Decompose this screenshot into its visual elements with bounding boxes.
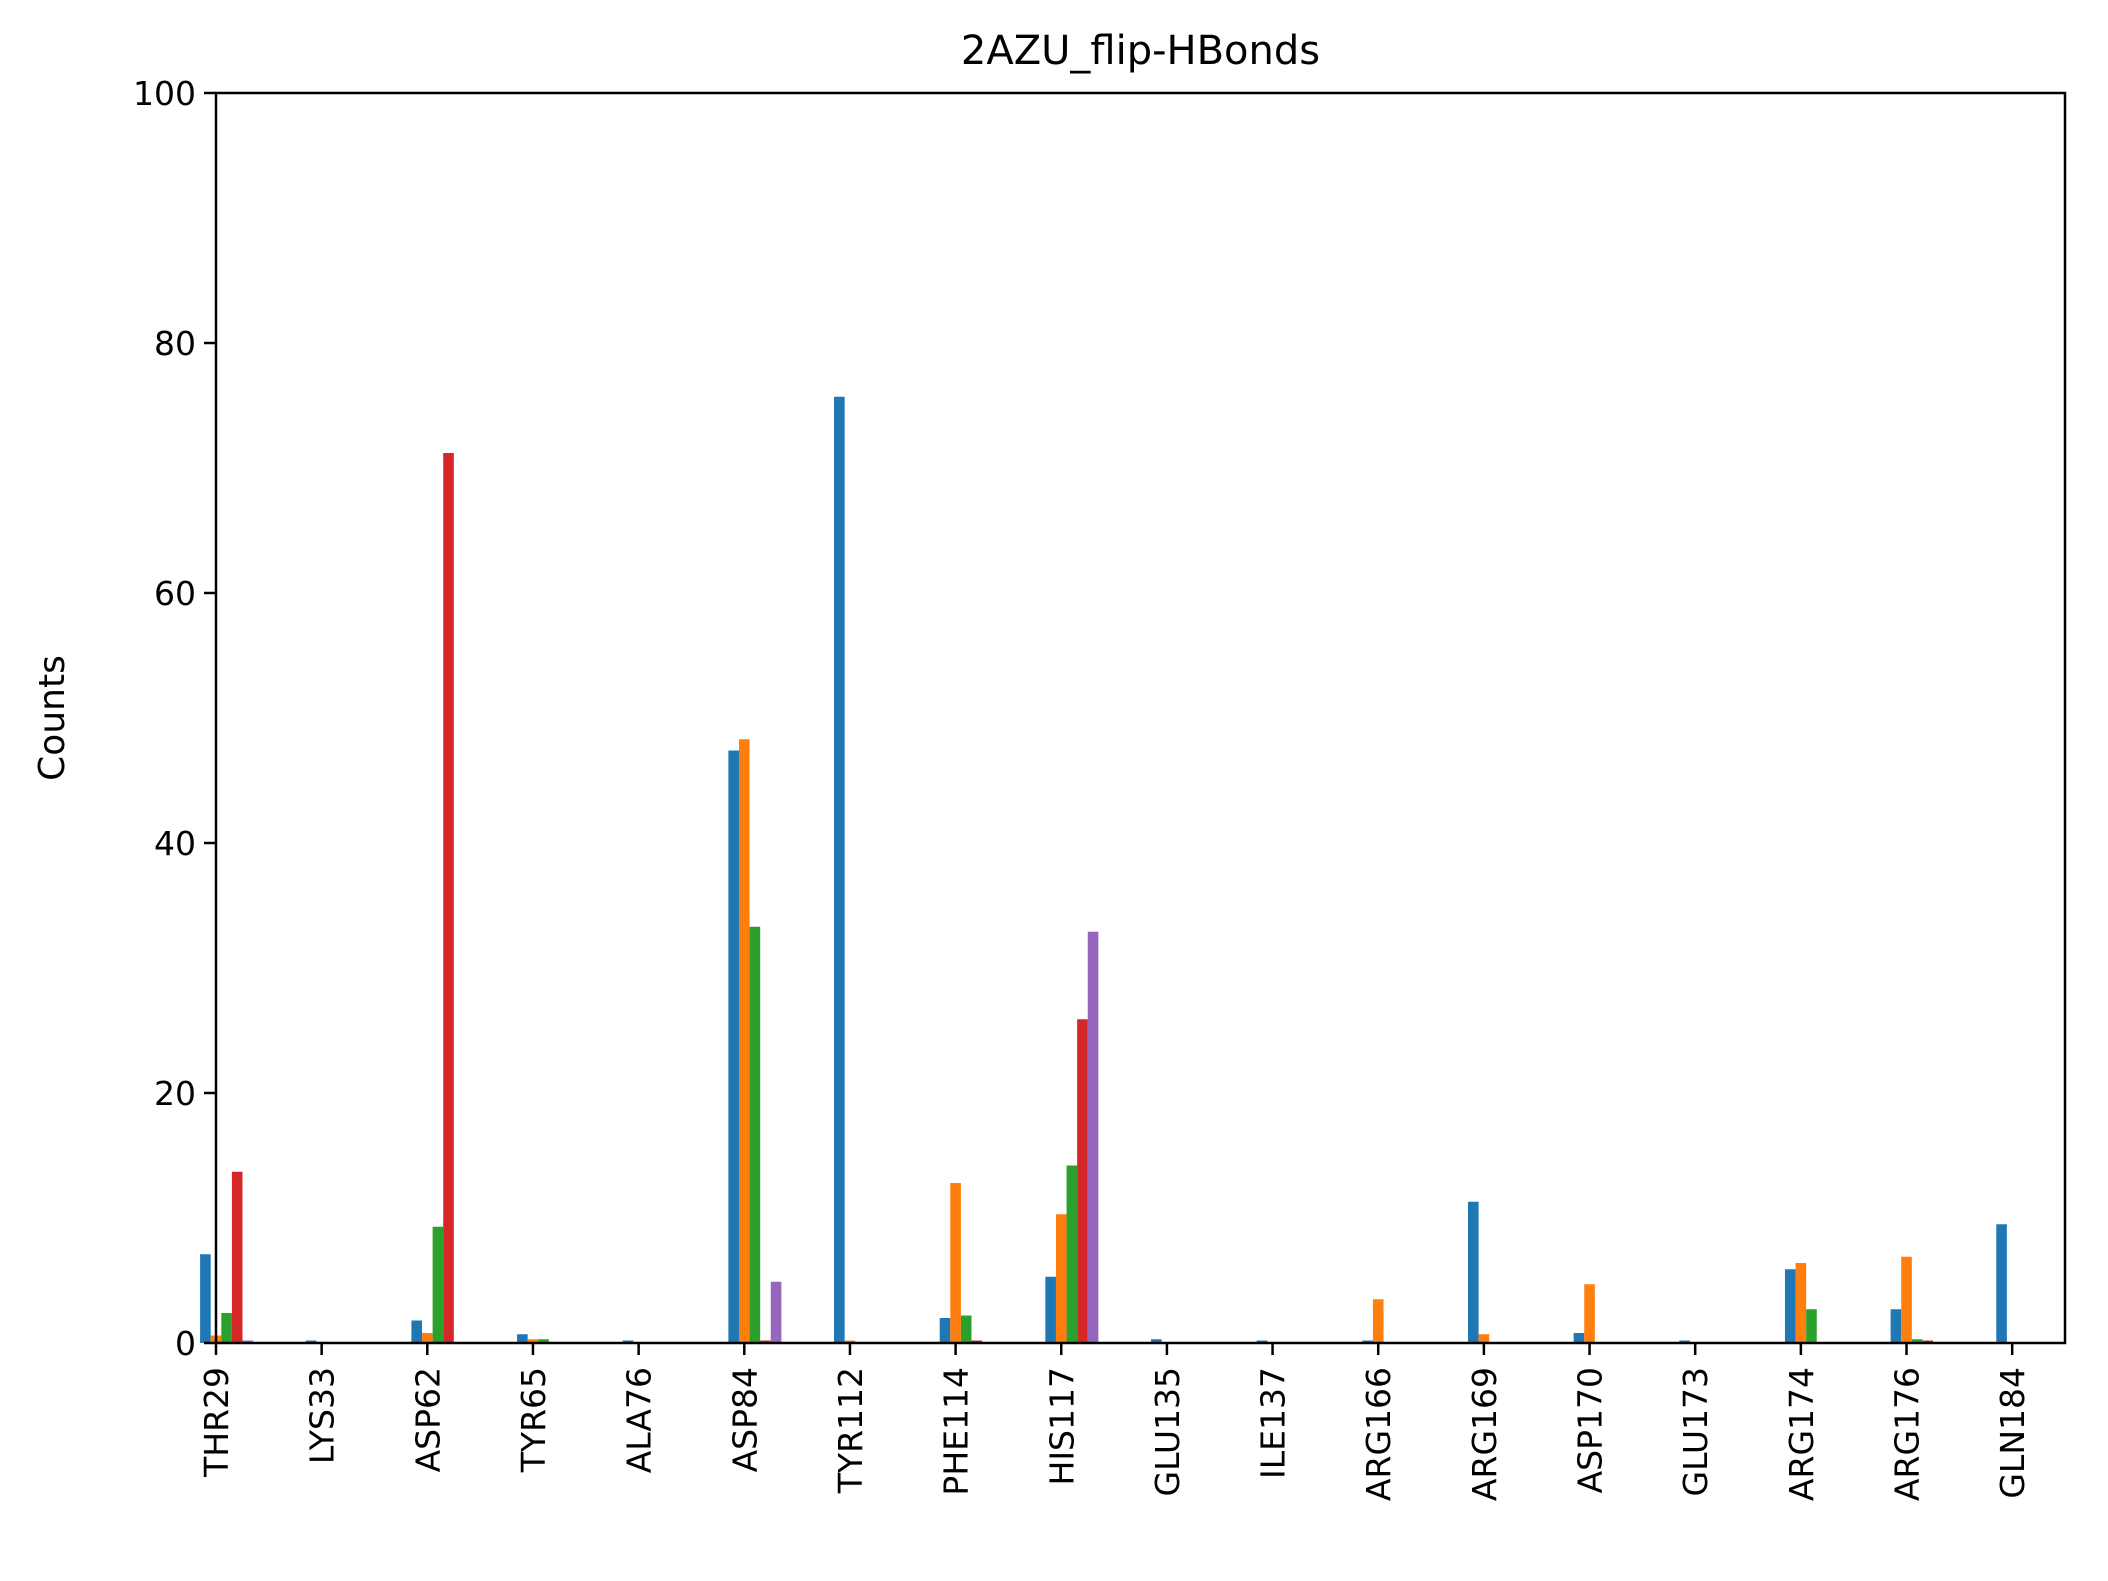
x-tick-label-lys33: LYS33	[303, 1367, 342, 1464]
y-tick-label: 60	[154, 574, 196, 613]
bar-arg176-series-3	[1911, 1339, 1923, 1343]
x-tick-label-arg176: ARG176	[1888, 1367, 1927, 1501]
bar-asp84-series-3	[749, 926, 761, 1343]
bar-his117-series-4	[1077, 1019, 1088, 1343]
bar-asp62-series-2	[422, 1333, 433, 1343]
bar-arg166-series-2	[1372, 1299, 1384, 1343]
bar-arg176-series-1	[1890, 1309, 1902, 1343]
y-tick-label: 100	[133, 74, 196, 113]
bar-phe114-series-3	[960, 1315, 972, 1343]
x-tick-label-asp84: ASP84	[725, 1367, 764, 1472]
x-tick-label-his117: HIS117	[1042, 1367, 1081, 1485]
x-tick-label-arg169: ARG169	[1465, 1367, 1504, 1501]
x-tick-label-asp170: ASP170	[1571, 1367, 1610, 1493]
bar-arg174-series-2	[1795, 1263, 1807, 1343]
bar-asp62-series-3	[432, 1226, 444, 1343]
bar-asp62-series-4	[443, 453, 454, 1343]
bar-asp84-series-5	[770, 1281, 782, 1343]
plot-frame	[214, 91, 2067, 1345]
bar-arg174-series-3	[1806, 1309, 1817, 1343]
x-tick-label-ile137: ILE137	[1254, 1367, 1293, 1479]
bar-arg169-series-1	[1467, 1201, 1479, 1343]
x-tick-label-ala76: ALA76	[620, 1367, 659, 1473]
bar-thr29-series-3	[221, 1313, 232, 1343]
x-tick-label-tyr112: TYR112	[831, 1367, 870, 1494]
bar-gln184-series-1	[1996, 1224, 2007, 1343]
bar-asp62-series-1	[411, 1320, 423, 1343]
y-axis-title: Counts	[32, 655, 73, 781]
bar-his117-series-3	[1066, 1165, 1078, 1343]
bar-tyr65-series-1	[517, 1334, 528, 1343]
x-tick-label-phe114: PHE114	[937, 1367, 976, 1496]
bar-thr29-series-1	[200, 1254, 211, 1343]
x-tick-label-tyr65: TYR65	[514, 1367, 553, 1473]
x-axis-ticks: THR29 LYS33 ASP62 TYR65 ALA76 ASP84 TYR112 PHE1…	[197, 1343, 2032, 1501]
x-tick-label-glu173: GLU173	[1676, 1367, 1715, 1496]
bar-arg169-series-2	[1478, 1334, 1490, 1343]
bar-his117-series-1	[1045, 1276, 1056, 1343]
bar-arg174-series-1	[1784, 1269, 1796, 1343]
x-tick-label-arg174: ARG174	[1782, 1367, 1821, 1501]
x-tick-label-arg166: ARG166	[1359, 1367, 1398, 1501]
bar-his117-series-5	[1087, 931, 1099, 1343]
x-tick-label-gln184: GLN184	[1993, 1367, 2032, 1499]
bar-asp170-series-2	[1584, 1284, 1595, 1343]
bar-thr29-series-4	[231, 1171, 243, 1343]
x-tick-label-asp62: ASP62	[408, 1367, 447, 1472]
x-tick-label-glu135: GLU135	[1148, 1367, 1187, 1496]
bar-phe114-series-1	[939, 1318, 951, 1343]
bar-asp84-series-2	[738, 739, 750, 1343]
y-tick-label: 40	[154, 824, 196, 863]
bar-tyr65-series-2	[527, 1339, 539, 1343]
bar-tyr65-series-3	[538, 1339, 549, 1343]
bar-layer	[200, 396, 2007, 1343]
bar-phe114-series-2	[950, 1183, 961, 1343]
chart-title: 2AZU_flip-HBonds	[961, 28, 1320, 74]
bar-tyr112-series-1	[834, 396, 845, 1343]
y-tick-label: 80	[154, 324, 196, 363]
bar-asp84-series-1	[728, 750, 739, 1343]
bar-arg176-series-2	[1901, 1256, 1912, 1343]
y-tick-label: 0	[175, 1324, 196, 1363]
y-tick-label: 20	[154, 1074, 196, 1113]
x-tick-label-thr29: THR29	[197, 1367, 236, 1478]
bar-his117-series-2	[1055, 1214, 1067, 1343]
bar-asp170-series-1	[1573, 1333, 1585, 1343]
y-axis-ticks: 0 20 40 60 80 100	[133, 74, 216, 1363]
bar-glu135-series-1	[1151, 1339, 1162, 1343]
